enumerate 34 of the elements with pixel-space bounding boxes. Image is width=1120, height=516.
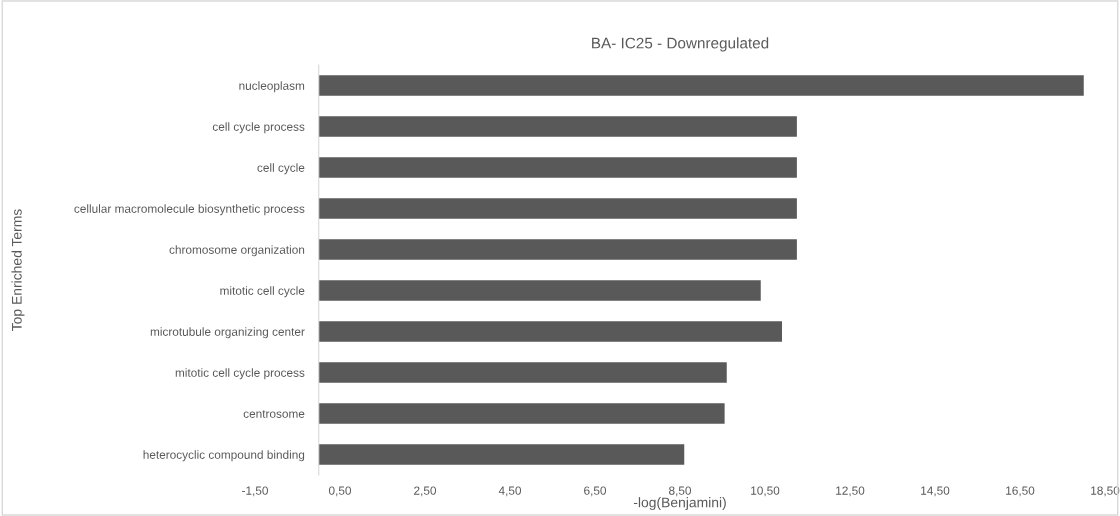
y-tick-label: cell cycle process	[212, 122, 305, 134]
y-tick-label: cellular macromolecule biosynthetic process	[74, 204, 305, 216]
bar	[318, 321, 782, 342]
bar	[318, 280, 761, 301]
x-axis-title: -log(Benjamini)	[633, 497, 726, 511]
bar	[318, 239, 797, 260]
x-tick-label: 4,50	[498, 486, 522, 497]
x-tick-label: 8,50	[669, 486, 692, 497]
y-tick-label: cell cycle	[257, 163, 305, 175]
x-tick-label: 14,50	[921, 486, 950, 497]
y-tick-label: microtubule organizing center	[150, 327, 305, 339]
x-tick-label: 10,50	[751, 486, 780, 497]
y-tick-label: centrosome	[243, 410, 305, 418]
y-tick-label: heterocyclic compound binding	[143, 450, 305, 462]
bar	[318, 403, 725, 424]
chart-title: BA- IC25 - Downregulated	[592, 37, 769, 52]
bar	[318, 157, 797, 178]
bar	[318, 198, 797, 219]
y-tick-label: nucleoplasm	[239, 81, 305, 93]
x-tick-label: 0,50	[328, 486, 352, 497]
y-tick-label: mitotic cell cycle process	[175, 368, 305, 380]
y-tick-label: chromosome organization	[169, 245, 305, 257]
x-tick-label: 2,50	[414, 486, 437, 497]
x-tick-label: 6,50	[584, 486, 607, 497]
bar	[318, 116, 797, 137]
x-tick-label: 16,50	[1006, 486, 1035, 497]
bar	[318, 75, 1084, 96]
bar	[318, 444, 685, 465]
x-tick-label: 18,50	[1091, 486, 1120, 497]
x-tick-label: -1,50	[242, 486, 268, 497]
y-tick-label: mitotic cell cycle	[220, 286, 305, 298]
bar	[318, 362, 727, 383]
y-axis-title: Top Enriched Terms	[11, 209, 25, 331]
x-tick-label: 12,50	[836, 486, 865, 497]
